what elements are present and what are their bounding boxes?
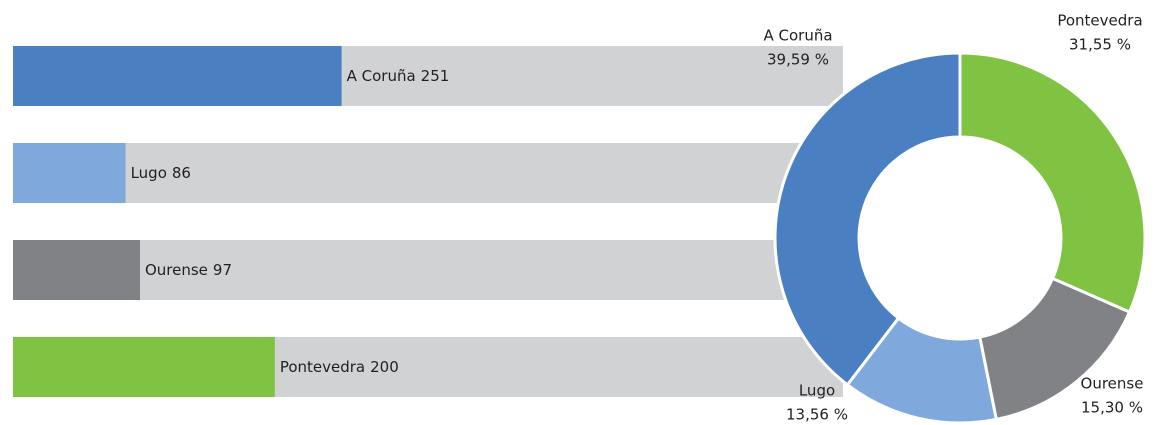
- bar-value: 97: [213, 261, 232, 279]
- slice-category: Lugo: [799, 382, 835, 400]
- slice-value: 31,55 %: [1069, 36, 1131, 54]
- bar: [13, 337, 275, 397]
- slice-category: A Coruña: [763, 27, 832, 45]
- bar-value: 200: [370, 358, 399, 376]
- slice-value: 39,59 %: [767, 51, 829, 69]
- slice-category: Ourense: [1081, 375, 1144, 393]
- bar-track: [13, 143, 843, 203]
- bar-category: A Coruña: [347, 67, 416, 85]
- bar-label: A Coruña 251: [347, 67, 450, 85]
- bar-label: Lugo 86: [131, 164, 191, 182]
- bar: [13, 240, 140, 300]
- bar: [13, 46, 342, 106]
- slice-category: Pontevedra: [1057, 12, 1142, 30]
- bar-label: Pontevedra 200: [280, 358, 399, 376]
- bar-category: Ourense: [145, 261, 208, 279]
- slice-value: 13,56 %: [786, 406, 848, 424]
- bar-label: Ourense 97: [145, 261, 232, 279]
- bar-value: 86: [172, 164, 191, 182]
- donut-slice: [958, 51, 1147, 314]
- bar-category: Pontevedra: [280, 358, 365, 376]
- bar-category: Lugo: [131, 164, 167, 182]
- slice-value: 15,30 %: [1081, 399, 1143, 417]
- bar-track: [13, 240, 843, 300]
- bar-value: 251: [421, 67, 450, 85]
- donut-slice: [773, 51, 962, 387]
- bar: [13, 143, 126, 203]
